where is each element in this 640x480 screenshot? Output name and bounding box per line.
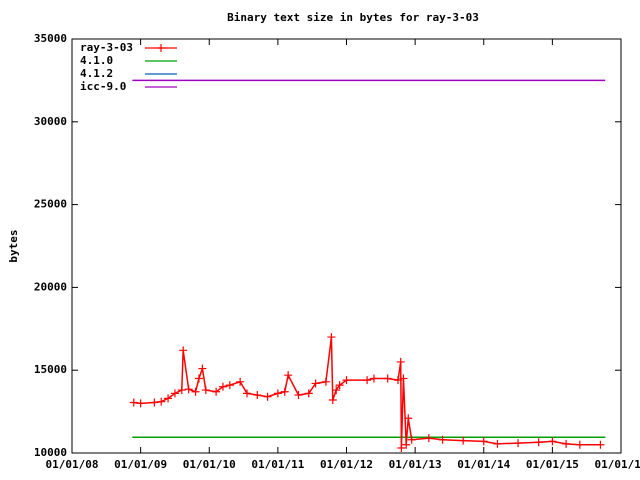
- legend-marker: [157, 44, 165, 52]
- point-marker: [332, 386, 341, 395]
- x-tick-label: 01/01/09: [114, 458, 167, 471]
- y-tick-label: 30000: [34, 115, 67, 128]
- point-marker: [191, 387, 200, 396]
- point-marker: [284, 371, 293, 380]
- point-marker: [150, 398, 159, 407]
- point-marker: [311, 379, 320, 388]
- point-marker: [575, 440, 584, 449]
- point-marker: [164, 394, 173, 403]
- point-marker: [534, 438, 543, 447]
- point-marker: [493, 439, 502, 448]
- plot-frame: [71, 38, 622, 454]
- point-marker: [479, 437, 488, 446]
- point-marker: [212, 387, 221, 396]
- point-marker: [459, 436, 468, 445]
- y-tick-label: 15000: [34, 363, 67, 376]
- point-marker: [397, 444, 406, 453]
- point-marker: [194, 374, 203, 383]
- point-marker: [218, 382, 227, 391]
- point-marker: [407, 435, 416, 444]
- point-marker: [170, 389, 179, 398]
- point-marker: [263, 392, 272, 401]
- point-marker: [396, 357, 405, 366]
- point-marker: [136, 399, 145, 408]
- y-axis-label: bytes: [7, 229, 20, 262]
- point-marker: [327, 333, 336, 342]
- point-marker: [157, 397, 166, 406]
- x-tick-label: 01/01/15: [526, 458, 579, 471]
- point-marker: [514, 439, 523, 448]
- point-marker: [280, 387, 289, 396]
- y-tick-label: 20000: [34, 280, 67, 293]
- point-marker: [253, 391, 262, 400]
- y-tick-label: 10000: [34, 446, 67, 459]
- point-marker: [596, 440, 605, 449]
- point-marker: [404, 414, 413, 423]
- point-marker: [399, 374, 408, 383]
- y-tick-label: 25000: [34, 198, 67, 211]
- point-marker: [562, 439, 571, 448]
- point-marker: [236, 377, 245, 386]
- point-marker: [201, 386, 210, 395]
- legend-label: 4.1.2: [80, 67, 113, 80]
- point-marker: [179, 346, 188, 355]
- chart-title: Binary text size in bytes for ray-3-03: [227, 11, 479, 24]
- x-tick-label: 01/01/16: [595, 458, 640, 471]
- x-tick-label: 01/01/12: [320, 458, 373, 471]
- point-marker: [369, 374, 378, 383]
- series-line: [133, 336, 601, 449]
- point-marker: [548, 437, 557, 446]
- x-tick-label: 01/01/13: [389, 458, 442, 471]
- point-marker: [294, 391, 303, 400]
- point-marker: [393, 376, 402, 385]
- point-marker: [304, 389, 313, 398]
- point-marker: [363, 376, 372, 385]
- point-marker: [438, 435, 447, 444]
- y-tick-label: 35000: [34, 32, 67, 45]
- x-tick-label: 01/01/10: [183, 458, 236, 471]
- point-marker: [129, 398, 138, 407]
- point-marker: [321, 377, 330, 386]
- legend-label: icc-9.0: [80, 80, 126, 93]
- point-marker: [225, 381, 234, 390]
- point-marker: [184, 385, 193, 394]
- x-tick-label: 01/01/11: [251, 458, 304, 471]
- point-marker: [273, 389, 282, 398]
- point-marker: [242, 389, 251, 398]
- legend-label: 4.1.0: [80, 54, 113, 67]
- point-marker: [335, 381, 344, 390]
- point-marker: [383, 374, 392, 383]
- x-tick-label: 01/01/08: [46, 458, 99, 471]
- point-marker: [342, 376, 351, 385]
- point-marker: [402, 440, 411, 449]
- point-marker: [198, 364, 207, 373]
- x-tick-label: 01/01/14: [457, 458, 510, 471]
- point-marker: [424, 434, 433, 443]
- legend-label: ray-3-03: [80, 41, 133, 54]
- point-marker: [328, 396, 337, 405]
- point-marker: [177, 386, 186, 395]
